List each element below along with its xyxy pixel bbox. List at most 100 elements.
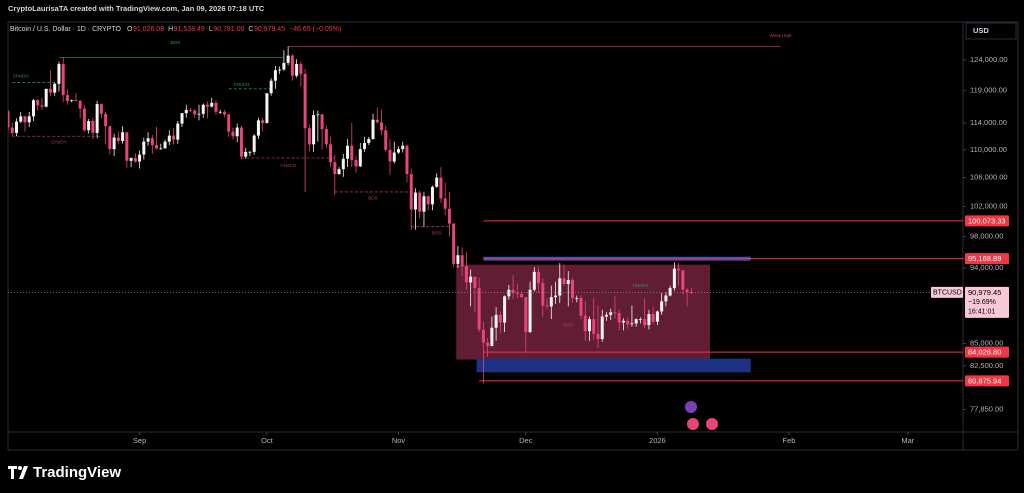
candle-body (210, 102, 214, 107)
event-icon[interactable] (685, 401, 697, 413)
candle-body (486, 342, 490, 347)
y-tick-label: 114,000.00 (970, 118, 1007, 127)
candle-body (324, 128, 328, 145)
ohlc-key: C (248, 26, 253, 33)
x-tick-label: Mar (901, 436, 914, 445)
y-tick-label: 110,000.00 (970, 145, 1007, 154)
candle-body (189, 109, 193, 111)
symbol: Bitcoin / U.S. Dollar · 1D · CRYPTO (10, 26, 122, 33)
currency[interactable]: USD (973, 26, 989, 35)
annotation: CHoCH (234, 82, 250, 87)
candle-body (528, 289, 532, 333)
candle-body (329, 144, 333, 163)
ohlc-key: L (209, 26, 213, 33)
candle-body (14, 121, 18, 133)
candle-body (520, 293, 524, 298)
candle-body (388, 149, 392, 162)
candle-body (609, 312, 613, 315)
candle-body (239, 127, 243, 157)
candle-body (558, 278, 562, 296)
candle-body (10, 127, 14, 133)
price-change: −19.69% (968, 299, 996, 306)
candle-body (184, 109, 188, 114)
brand-icon (18, 466, 22, 470)
candle-body (469, 276, 473, 283)
candle-body (655, 311, 659, 322)
candle-body (65, 95, 69, 101)
level-label: 80,875.94 (968, 376, 1001, 385)
candle-body (197, 113, 201, 115)
candle-body (31, 100, 35, 117)
candle-body (685, 289, 689, 293)
candle-body (278, 69, 282, 71)
candle-body (626, 320, 630, 325)
candle-body (490, 327, 494, 347)
candle-body (99, 104, 103, 114)
candle-body (668, 288, 672, 296)
candle-body (307, 128, 311, 145)
candle-body (159, 148, 163, 150)
candle-body (57, 64, 61, 84)
candle-body (121, 132, 125, 141)
plot-area: BOS Weak High CHoCH CHoCH CHoCH CHoCH BOS BOS CH… (8, 33, 963, 384)
y-tick-label: 85,000.00 (970, 338, 1003, 347)
ohlc-key: O (127, 26, 133, 33)
brand: TradingView (33, 464, 121, 481)
candle-body (53, 83, 57, 93)
candle-body (82, 108, 86, 131)
candle-body (507, 289, 511, 297)
event-icon[interactable] (687, 418, 699, 430)
candle-body (392, 152, 396, 162)
candle-body (681, 270, 685, 290)
level-label-box (965, 346, 1009, 358)
candle-body (554, 295, 558, 298)
candle-body (316, 114, 320, 116)
candle-body (409, 174, 413, 210)
candle-body (566, 279, 570, 285)
symbol-label: BTCUSD (933, 290, 962, 297)
x-tick-label: 2026 (649, 436, 666, 445)
candle-body (142, 141, 146, 155)
candle-body (133, 158, 137, 162)
annotation: BOS (564, 322, 574, 327)
level-label-box (965, 253, 1009, 265)
candle-body (61, 64, 65, 96)
candle-body (371, 119, 375, 139)
candle-body (430, 186, 434, 205)
ohlc-value: 90,979.45 (254, 26, 285, 33)
candle-body (227, 114, 231, 132)
candle-body (447, 208, 451, 224)
candle-body (172, 135, 176, 140)
event-icon[interactable] (706, 418, 718, 430)
annotation: CHoCH (51, 140, 67, 145)
candle-body (167, 135, 171, 142)
y-tick-label: 98,000.00 (970, 232, 1003, 241)
candle-body (460, 255, 464, 267)
candle-body (464, 266, 468, 283)
candle-body (70, 100, 74, 102)
candle-body (401, 145, 405, 150)
candle-body (498, 314, 502, 323)
candle-body (596, 333, 600, 340)
x-tick-label: Oct (261, 436, 274, 445)
annotation: CHoCH (13, 74, 29, 79)
candle-body (380, 122, 384, 131)
annotation: BOS (432, 231, 442, 236)
candle-body (341, 158, 345, 170)
ohlc-key: H (168, 26, 173, 33)
candle-body (104, 113, 108, 127)
candle-body (541, 283, 545, 306)
y-tick-label: 94,000.00 (970, 263, 1003, 272)
candle-body (515, 293, 519, 294)
ohlc-value: 90,781.00 (213, 26, 244, 33)
candle-body (8, 111, 10, 128)
candle-body (346, 145, 350, 159)
brand-icon (8, 466, 28, 479)
candle-body (545, 305, 549, 307)
candle-body (477, 288, 481, 330)
axes: 124,000.00 119,000.00 114,000.00 110,000.00… (133, 55, 1009, 445)
candle-body (677, 268, 681, 271)
currency-box[interactable] (965, 22, 1017, 40)
